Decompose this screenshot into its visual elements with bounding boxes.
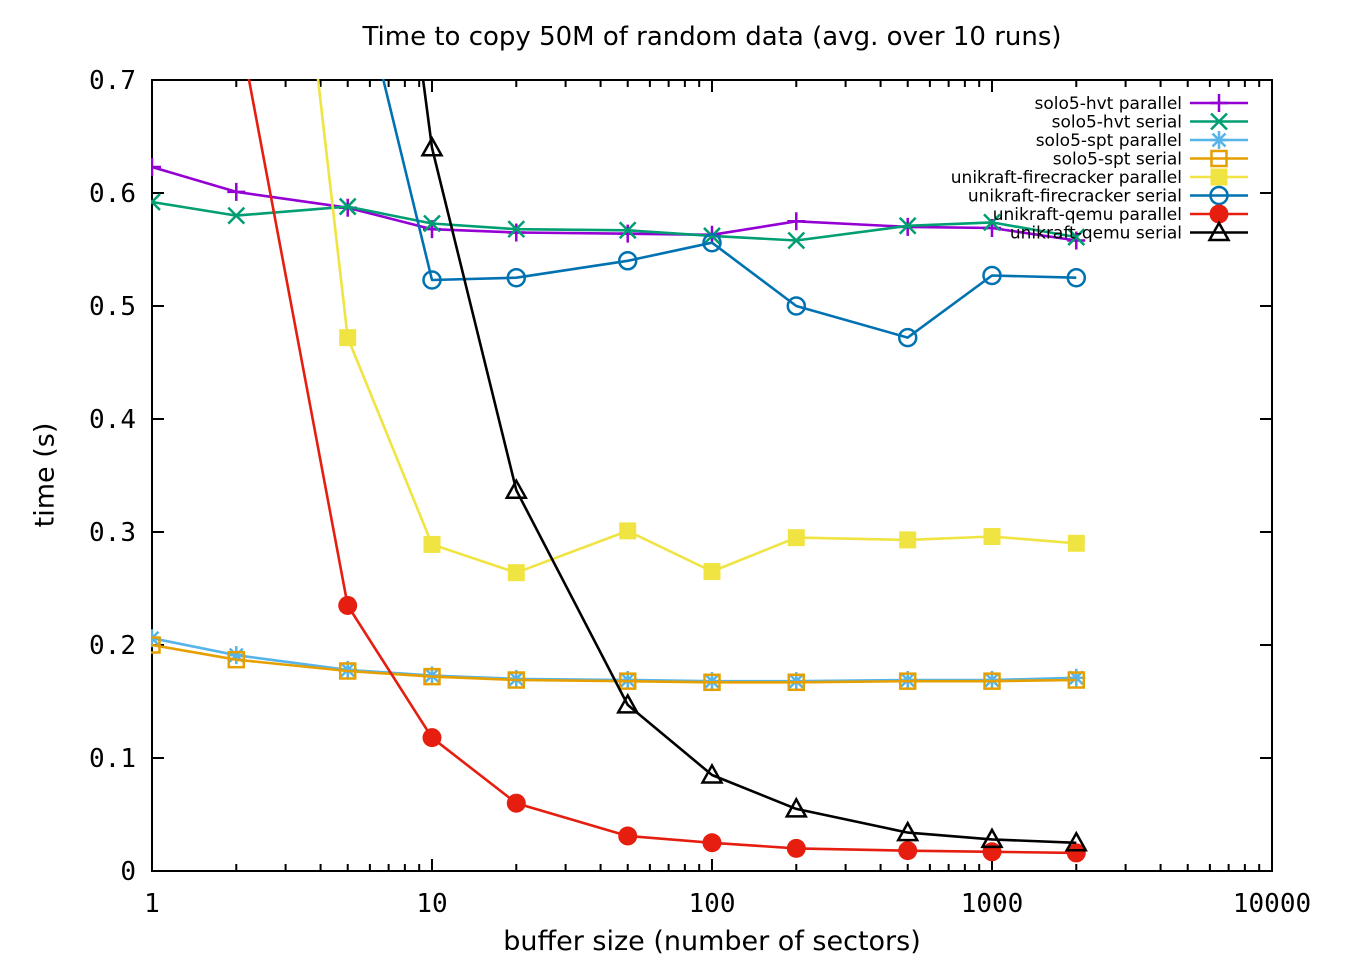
legend-item-solo5-hvt-serial: solo5-hvt serial	[1052, 113, 1248, 133]
legend-label: unikraft-firecracker serial	[968, 187, 1182, 207]
y-tick-label: 0.1	[89, 744, 136, 774]
y-tick-label: 0.5	[89, 292, 136, 322]
legend-item-solo5-spt-parallel: solo5-spt parallel	[1036, 131, 1248, 151]
series-line	[247, 79, 1077, 855]
y-tick-label: 0.7	[89, 66, 136, 96]
legend-label: unikraft-qemu serial	[1010, 224, 1182, 244]
series-line	[151, 643, 1077, 684]
series-line	[151, 636, 1077, 683]
y-tick-label: 0.2	[89, 631, 136, 661]
y-axis-label: time (s)	[29, 422, 61, 528]
y-tick-label: 0	[120, 857, 136, 887]
legend-label: unikraft-qemu parallel	[993, 205, 1182, 225]
legend-item-unikraft-qemu-parallel: unikraft-qemu parallel	[993, 204, 1248, 225]
series-unikraft-firecracker-parallel	[316, 79, 1085, 582]
series-line	[421, 79, 1077, 845]
legend-item-solo5-spt-serial: solo5-spt serial	[1053, 150, 1248, 170]
series-unikraft-qemu-serial	[420, 79, 1088, 852]
series-unikraft-qemu-parallel	[247, 79, 1086, 863]
chart-title: Time to copy 50M of random data (avg. ov…	[362, 22, 1062, 52]
legend-item-unikraft-firecracker-serial: unikraft-firecracker serial	[968, 185, 1248, 207]
legend-item-solo5-hvt-parallel: solo5-hvt parallel	[1035, 94, 1248, 114]
x-tick-label: 1000	[961, 889, 1024, 919]
legend-label: solo5-hvt serial	[1052, 113, 1182, 133]
x-tick-label: 10	[416, 889, 447, 919]
series-solo5-hvt-serial	[151, 193, 1086, 250]
series-line	[381, 79, 1077, 339]
x-tick-label: 10000	[1233, 889, 1311, 919]
y-tick-label: 0.4	[89, 405, 136, 435]
y-tick-label: 0.6	[89, 179, 136, 209]
series-solo5-spt-serial	[151, 636, 1086, 692]
legend-item-unikraft-firecracker-parallel: unikraft-firecracker parallel	[951, 168, 1248, 188]
series-solo5-hvt-parallel	[151, 158, 1086, 250]
series-line	[316, 79, 1077, 574]
x-axis-label: buffer size (number of sectors)	[503, 926, 921, 957]
legend-label: solo5-spt parallel	[1036, 131, 1182, 151]
legend-label: solo5-hvt parallel	[1035, 94, 1182, 114]
x-tick-label: 100	[689, 889, 736, 919]
legend-label: solo5-spt serial	[1053, 150, 1182, 170]
legend-label: unikraft-firecracker parallel	[951, 168, 1182, 188]
legend-item-unikraft-qemu-serial: unikraft-qemu serial	[1010, 220, 1248, 244]
y-tick-label: 0.3	[89, 518, 136, 548]
series-unikraft-firecracker-serial	[381, 79, 1087, 348]
x-tick-label: 1	[144, 889, 160, 919]
